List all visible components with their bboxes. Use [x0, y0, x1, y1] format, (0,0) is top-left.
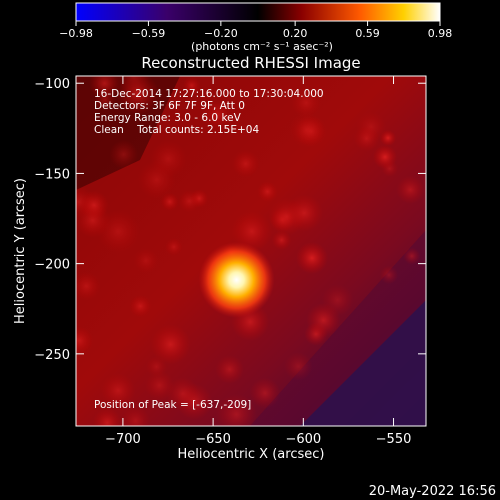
texture-blob [146, 356, 167, 378]
texture-blob [178, 190, 201, 213]
annotation-energy: Energy Range: 3.0 - 6.0 keV [94, 112, 242, 124]
heatmap-image [76, 76, 426, 426]
colorbar-tick-label: 0.98 [428, 27, 453, 40]
texture-blob [231, 211, 273, 252]
texture-blob [129, 294, 152, 318]
secondary-source [380, 130, 396, 146]
secondary-source [296, 242, 328, 274]
footer-date: 20-May-2022 16:56 [369, 484, 496, 499]
texture-blob [160, 192, 179, 211]
texture-blob [76, 271, 101, 301]
texture-blob [403, 247, 421, 265]
colorbar-tick-label: 0.20 [283, 27, 308, 40]
texture-blob [109, 140, 138, 169]
y-tick-label: −150 [34, 167, 70, 182]
secondary-source [373, 145, 397, 169]
x-axis-ticks: −700 −650 −600 −550 [105, 76, 411, 447]
texture-blob [121, 406, 150, 426]
texture-blob [76, 326, 94, 356]
x-axis-label: Heliocentric X (arcsec) [178, 447, 325, 462]
colorbar-ticks: −0.98 −0.59 −0.20 0.20 0.59 0.98 [59, 21, 452, 40]
texture-blob [79, 190, 109, 220]
y-tick-label: −200 [34, 258, 70, 273]
peak-source [198, 241, 275, 318]
texture-blob [306, 302, 341, 338]
texture-blob [249, 377, 281, 409]
annotation-time: 16-Dec-2014 17:27:16.000 to 17:30:04.000 [94, 88, 324, 100]
texture-blob [291, 87, 322, 118]
plot-frame [75, 75, 427, 427]
texture-blob [289, 112, 325, 148]
annotation-detectors: Detectors: 3F 6F 7F 9F, Att 0 [94, 100, 245, 112]
texture-blob [92, 408, 122, 426]
texture-blob [116, 76, 151, 94]
colorbar-tick-label: −0.98 [59, 27, 93, 40]
texture-blob [215, 355, 244, 384]
texture-blob [164, 238, 183, 256]
texture-blob [257, 181, 278, 202]
x-tick-label: −700 [105, 432, 141, 447]
colorbar-tick-label: −0.59 [132, 27, 166, 40]
y-axis-ticks: −100 −150 −200 −250 [34, 77, 426, 363]
texture-blob [166, 377, 200, 411]
colorbar [75, 2, 441, 22]
texture-blob [396, 175, 425, 204]
texture-blob [216, 394, 257, 426]
texture-blob [137, 160, 176, 199]
x-tick-label: −600 [285, 432, 321, 447]
texture-blob [284, 352, 313, 381]
texture-blob [379, 265, 399, 285]
peak-position-label: Position of Peak = [-637,-209] [94, 399, 251, 411]
annotation-counts: Clean Total counts: 2.15E+04 [94, 124, 259, 136]
texture-blob [150, 324, 191, 365]
colorbar-tick-label: 0.59 [355, 27, 380, 40]
texture-blob [202, 99, 232, 129]
y-tick-label: −250 [34, 348, 70, 363]
colorbar-tick-label: −0.20 [204, 27, 238, 40]
texture-blob [94, 89, 116, 111]
x-tick-label: −650 [195, 432, 231, 447]
texture-blob [232, 150, 260, 178]
texture-blob [353, 125, 380, 152]
y-tick-label: −100 [34, 77, 70, 92]
texture-blob [100, 373, 136, 408]
x-tick-label: −550 [376, 432, 412, 447]
texture-blob [133, 248, 159, 274]
texture-blob [271, 230, 292, 250]
chart-title: Reconstructed RHESSI Image [141, 54, 360, 72]
texture-blob [182, 76, 201, 95]
texture-blob [285, 194, 323, 232]
y-axis-label: Heliocentric Y (arcsec) [13, 178, 28, 324]
colorbar-units: (photons cm⁻² s⁻¹ asec⁻²) [191, 40, 333, 53]
